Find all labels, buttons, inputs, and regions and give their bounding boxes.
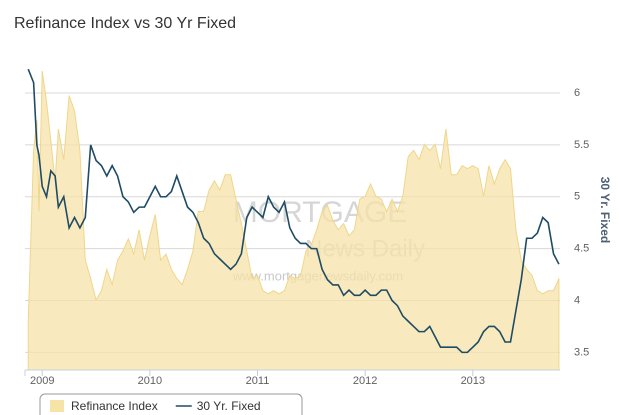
rate-line — [27, 68, 560, 354]
y2-tick-label: 6 — [574, 87, 580, 99]
y2-tick-label: 5.5 — [574, 139, 589, 151]
y2-tick-label: 5 — [574, 191, 580, 203]
legend-label: 30 Yr. Fixed — [197, 399, 261, 413]
x-tick-label: 2011 — [246, 375, 270, 387]
y2-tick-label: 3.5 — [574, 346, 589, 358]
chart-title: Refinance Index vs 30 Yr Fixed — [14, 15, 236, 32]
x-tick-label: 2012 — [353, 375, 377, 387]
x-tick-label: 2009 — [30, 375, 54, 387]
y2-tick-label: 4.5 — [574, 243, 589, 255]
y2-tick-label: 4 — [574, 294, 580, 306]
x-tick-label: 2010 — [138, 375, 162, 387]
x-tick-label: 2013 — [461, 375, 485, 387]
y2-axis-title: 30 Yr. Fixed — [598, 177, 612, 244]
refinance-area — [27, 71, 560, 371]
legend-swatch — [50, 400, 64, 412]
legend-box — [39, 393, 303, 415]
legend-label: Refinance Index — [71, 399, 158, 413]
